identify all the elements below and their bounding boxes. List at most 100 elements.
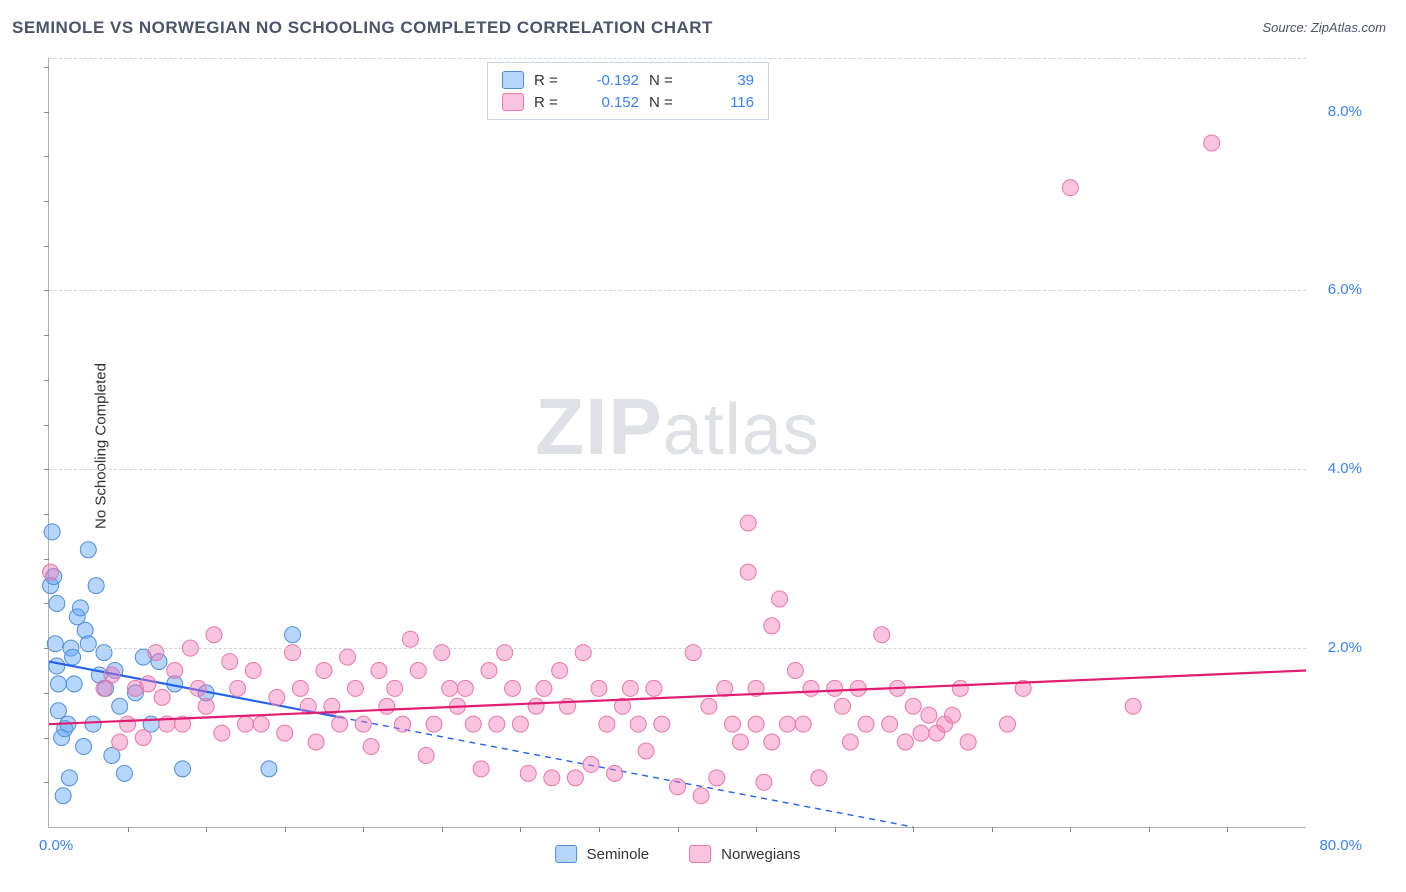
data-point: [732, 734, 748, 750]
data-point: [49, 595, 65, 611]
swatch-seminole: [555, 845, 577, 863]
x-tick: [442, 827, 443, 832]
data-point: [55, 788, 71, 804]
data-point: [654, 716, 670, 732]
data-point: [316, 663, 332, 679]
swatch-norwegians: [689, 845, 711, 863]
data-point: [49, 658, 65, 674]
data-point: [779, 716, 795, 732]
legend-stats: R = -0.192 N = 39 R = 0.152 N = 116: [487, 62, 769, 120]
x-tick: [206, 827, 207, 832]
data-point: [363, 739, 379, 755]
x-tick: [285, 827, 286, 832]
data-point: [65, 649, 81, 665]
r-value-norwegians: 0.152: [579, 94, 639, 111]
data-point: [473, 761, 489, 777]
data-point: [497, 645, 513, 661]
data-point: [88, 578, 104, 594]
data-point: [395, 716, 411, 732]
y-tick-label: 2.0%: [1328, 639, 1362, 656]
swatch-norwegians: [502, 93, 524, 111]
data-point: [44, 524, 60, 540]
data-point: [355, 716, 371, 732]
data-point: [135, 730, 151, 746]
data-point: [198, 698, 214, 714]
legend-stats-row: R = 0.152 N = 116: [502, 91, 754, 113]
data-point: [237, 716, 253, 732]
data-point: [583, 756, 599, 772]
x-tick: [1227, 827, 1228, 832]
data-point: [905, 698, 921, 714]
gridline: [49, 290, 1306, 291]
data-point: [622, 680, 638, 696]
data-point: [764, 618, 780, 634]
data-point: [253, 716, 269, 732]
y-tick: [44, 425, 49, 426]
data-point: [308, 734, 324, 750]
data-point: [43, 564, 59, 580]
data-point: [952, 680, 968, 696]
legend-label: Seminole: [587, 846, 650, 863]
y-tick: [44, 112, 49, 113]
data-point: [261, 761, 277, 777]
gridline: [49, 58, 1306, 59]
data-point: [190, 680, 206, 696]
x-tick: [835, 827, 836, 832]
data-point: [47, 636, 63, 652]
data-point: [528, 698, 544, 714]
data-point: [332, 716, 348, 732]
data-point: [457, 680, 473, 696]
data-point: [112, 698, 128, 714]
swatch-seminole: [502, 71, 524, 89]
data-point: [999, 716, 1015, 732]
data-point: [913, 725, 929, 741]
data-point: [882, 716, 898, 732]
source-attribution: Source: ZipAtlas.com: [1262, 20, 1386, 35]
data-point: [756, 774, 772, 790]
x-tick: [1070, 827, 1071, 832]
data-point: [567, 770, 583, 786]
legend-series: Seminole Norwegians: [555, 845, 801, 863]
y-tick: [44, 469, 49, 470]
data-point: [709, 770, 725, 786]
data-point: [552, 663, 568, 679]
x-tick: [520, 827, 521, 832]
data-point: [512, 716, 528, 732]
data-point: [607, 765, 623, 781]
data-point: [544, 770, 560, 786]
data-point: [764, 734, 780, 750]
data-point: [575, 645, 591, 661]
trend-line-extrapolated: [340, 717, 914, 827]
data-point: [921, 707, 937, 723]
x-tick-label: 0.0%: [39, 837, 73, 854]
legend-item-seminole: Seminole: [555, 845, 650, 863]
data-point: [140, 676, 156, 692]
data-point: [112, 734, 128, 750]
data-point: [560, 698, 576, 714]
data-point: [1125, 698, 1141, 714]
data-point: [834, 698, 850, 714]
y-tick: [44, 603, 49, 604]
data-point: [269, 689, 285, 705]
legend-label: Norwegians: [721, 846, 800, 863]
data-point: [214, 725, 230, 741]
data-point: [489, 716, 505, 732]
data-point: [285, 627, 301, 643]
data-point: [646, 680, 662, 696]
data-point: [858, 716, 874, 732]
data-point: [748, 716, 764, 732]
data-point: [154, 689, 170, 705]
data-point: [960, 734, 976, 750]
data-point: [1204, 135, 1220, 151]
y-tick: [44, 648, 49, 649]
r-value-seminole: -0.192: [579, 72, 639, 89]
data-point: [630, 716, 646, 732]
data-point: [795, 716, 811, 732]
data-point: [379, 698, 395, 714]
data-point: [347, 680, 363, 696]
data-point: [85, 716, 101, 732]
x-tick: [992, 827, 993, 832]
data-point: [167, 663, 183, 679]
r-label: R =: [534, 72, 569, 89]
data-point: [120, 716, 136, 732]
